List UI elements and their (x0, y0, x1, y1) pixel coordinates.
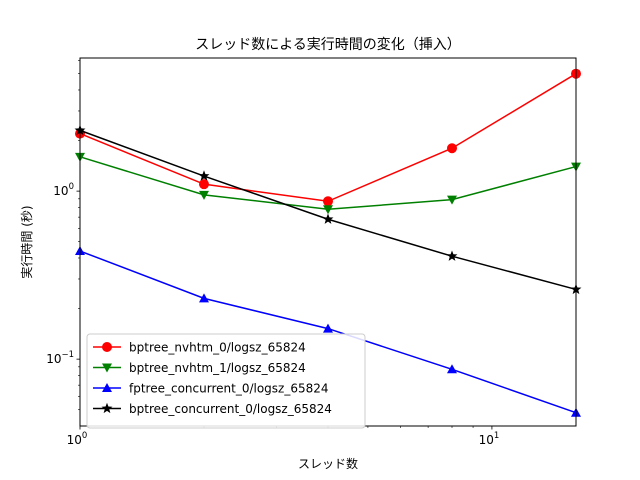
data-point (198, 170, 210, 181)
legend-marker (101, 402, 113, 414)
data-point (199, 179, 209, 190)
legend: bptree_nvhtm_0/logsz_65824 bptree_nvhtm_1… (86, 333, 366, 429)
axis-ticks: 100 101 10−1 100 (46, 60, 499, 447)
chart-title: スレッド数による実行時間の変化（挿入） (195, 36, 461, 53)
data-point (446, 250, 458, 261)
legend-box (86, 333, 366, 429)
data-point (447, 143, 457, 154)
legend-label: bptree_nvhtm_1/logsz_65824 (129, 361, 306, 375)
data-point (447, 364, 457, 374)
legend-label: bptree_concurrent_0/logsz_65824 (129, 402, 332, 416)
y-axis-label: 実行時間 (秒) (19, 205, 34, 278)
data-point (323, 205, 333, 215)
x-tick-label: 101 (479, 431, 500, 447)
legend-entry: bptree_concurrent_0/logsz_65824 (93, 402, 332, 416)
data-point (323, 196, 333, 207)
data-point (199, 190, 209, 200)
x-axis-label: スレッド数 (298, 456, 358, 471)
legend-entry: bptree_nvhtm_0/logsz_65824 (93, 341, 306, 355)
y-tick-label: 10−1 (46, 350, 74, 366)
legend-marker (102, 342, 112, 352)
data-point (199, 293, 209, 303)
x-tick-label: 100 (67, 431, 88, 447)
data-point (323, 323, 333, 333)
legend-label: fptree_concurrent_0/logsz_65824 (129, 382, 329, 396)
legend-marker (102, 363, 112, 373)
legend-marker (102, 383, 112, 392)
plot-area (74, 68, 582, 417)
series-line (79, 73, 577, 203)
y-tick-label: 100 (53, 182, 74, 198)
data-point (447, 195, 457, 205)
series-2 (75, 152, 581, 215)
legend-entry: bptree_nvhtm_1/logsz_65824 (93, 361, 306, 375)
legend-entry: fptree_concurrent_0/logsz_65824 (93, 382, 329, 396)
legend-label: bptree_nvhtm_0/logsz_65824 (129, 341, 306, 355)
data-point (322, 213, 334, 224)
